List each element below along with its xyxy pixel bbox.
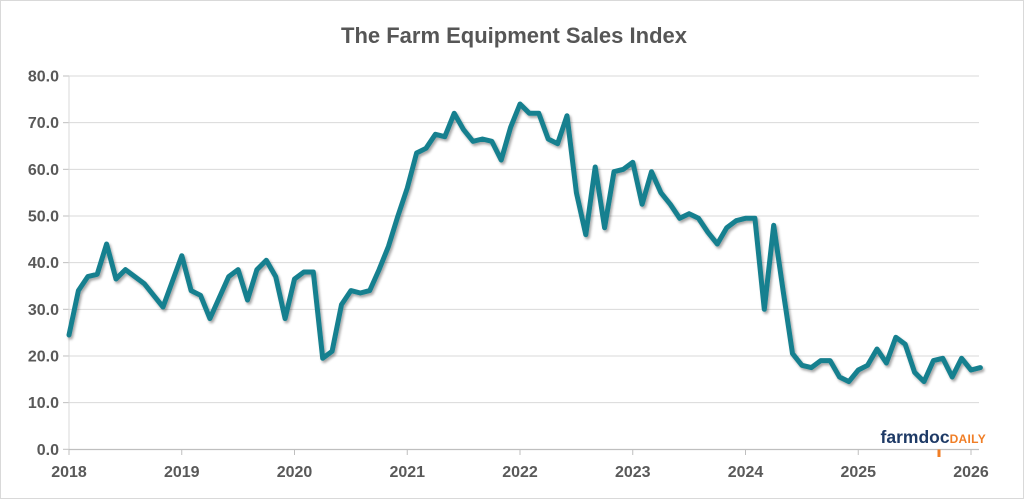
logo-orange-tick <box>937 449 941 457</box>
y-axis-labels: 0.0 10.0 20.0 30.0 40.0 50.0 60.0 70.0 80.0 <box>28 69 59 459</box>
sales-index-line <box>66 101 983 385</box>
farmdoc-logo: farmdocDAILY <box>881 427 986 457</box>
y-axis-label: 50.0 <box>28 208 59 225</box>
y-axis-label: 60.0 <box>28 162 59 179</box>
x-axis-label: 2024 <box>728 464 764 481</box>
y-axis-label: 80.0 <box>28 69 59 86</box>
y-axis-ticks <box>63 75 69 450</box>
axis-lines <box>68 76 979 451</box>
x-axis-label: 2019 <box>164 464 200 481</box>
gridlines <box>69 75 979 404</box>
y-axis-label: 0.0 <box>37 442 59 459</box>
y-axis-label: 70.0 <box>28 115 59 132</box>
y-axis-label: 30.0 <box>28 302 59 319</box>
x-axis-label: 2023 <box>615 464 651 481</box>
farmdoc-logo-farmdoc: farmdoc <box>881 427 950 447</box>
chart-title: The Farm Equipment Sales Index <box>341 23 688 48</box>
farmdoc-logo-text: farmdocDAILY <box>881 427 986 447</box>
x-axis-label: 2022 <box>502 464 538 481</box>
y-axis-label: 20.0 <box>28 348 59 365</box>
x-axis-labels: 2018 2019 2020 2021 2022 2023 2024 2025 2026 <box>51 464 989 481</box>
x-axis-label: 2020 <box>277 464 313 481</box>
x-axis-ticks <box>68 449 972 455</box>
x-axis-label: 2018 <box>51 464 87 481</box>
x-axis-label: 2026 <box>953 464 989 481</box>
y-axis-label: 40.0 <box>28 255 59 272</box>
farmdoc-logo-daily: DAILY <box>950 432 986 446</box>
x-axis-label: 2025 <box>840 464 876 481</box>
y-axis-label: 10.0 <box>28 395 59 412</box>
x-axis-label: 2021 <box>389 464 425 481</box>
